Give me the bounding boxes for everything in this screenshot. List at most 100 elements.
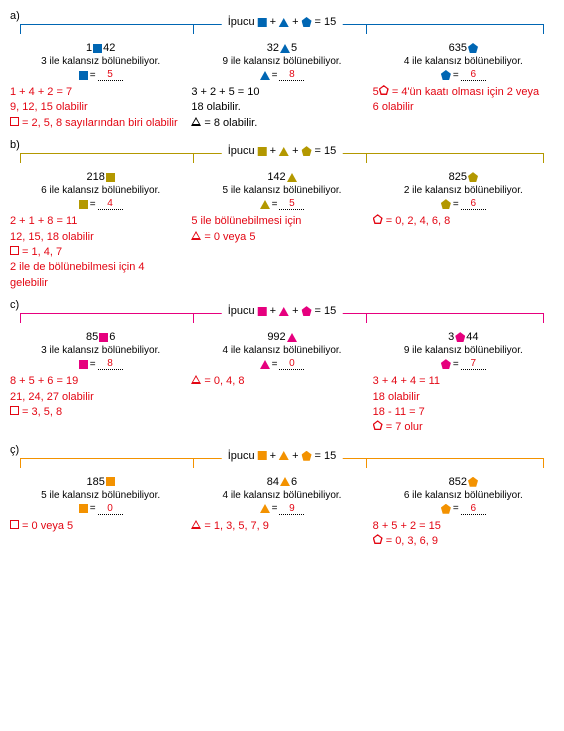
work-line: 18 - 11 = 7 [373, 405, 546, 420]
triangle-icon [279, 307, 289, 316]
square-icon [93, 44, 102, 53]
hint-eq: = 15 [315, 450, 337, 462]
columns-d: 185 5 ile kalansız bölünebiliyor. =0 846… [10, 476, 554, 515]
num-part: 1 [86, 42, 92, 54]
num-part: 6 [109, 331, 115, 343]
columns-c: 856 3 ile kalansız bölünebiliyor. =8 992… [10, 331, 554, 370]
pentagon-icon [468, 172, 478, 182]
pentagon-icon [455, 332, 465, 342]
num-part: 85 [86, 331, 98, 343]
work-d: = 0 veya 5 = 1, 3, 5, 7, 9 8 + 5 + 2 = 1… [10, 515, 554, 550]
rule-text: 4 ile kalansız bölünebiliyor. [377, 56, 550, 67]
answer: 6 [461, 503, 486, 515]
num-part: 84 [267, 476, 279, 488]
num-part: 185 [86, 476, 104, 488]
work-c-3: 3 + 4 + 4 = 11 18 olabilir 18 - 11 = 7 =… [373, 374, 554, 436]
section-b: b) İpucu + + = 15 218 6 ile kalansız böl… [10, 139, 554, 291]
square-icon [79, 200, 88, 209]
rule-text: 6 ile kalansız bölünebiliyor. [377, 490, 550, 501]
work-line: 8 + 5 + 6 = 19 [10, 374, 183, 389]
col-a-1: 142 3 ile kalansız bölünebiliyor. =5 [10, 42, 191, 81]
work-c-1: 8 + 5 + 6 = 19 21, 24, 27 olabilir = 3, … [10, 374, 191, 436]
answer: 9 [279, 503, 304, 515]
columns-a: 142 3 ile kalansız bölünebiliyor. =5 325… [10, 42, 554, 81]
bracket-c: İpucu + + = 15 [20, 313, 544, 323]
square-icon [79, 360, 88, 369]
worksheet: a) İpucu + + = 15 142 3 ile kalansız böl… [10, 10, 554, 549]
work-line: 1 + 4 + 2 = 7 [10, 85, 183, 100]
work-line: 3 + 4 + 4 = 11 [373, 374, 546, 389]
work-d-1: = 0 veya 5 [10, 519, 191, 550]
hint-d: İpucu + + = 15 [222, 450, 343, 462]
col-d-3: 852 6 ile kalansız bölünebiliyor. =6 [373, 476, 554, 515]
answer: 8 [98, 358, 123, 370]
triangle-outline-icon [191, 231, 201, 240]
rule-text: 9 ile kalansız bölünebiliyor. [377, 345, 550, 356]
hint-b: İpucu + + = 15 [222, 145, 343, 157]
answer: 0 [98, 503, 123, 515]
col-c-3: 344 9 ile kalansız bölünebiliyor. =7 [373, 331, 554, 370]
col-b-3: 825 2 ile kalansız bölünebiliyor. =6 [373, 171, 554, 210]
work-a-1: 1 + 4 + 2 = 7 9, 12, 15 olabilir = 2, 5,… [10, 85, 191, 131]
triangle-icon [279, 451, 289, 460]
hint-label: İpucu [228, 305, 255, 317]
answer: 5 [98, 69, 123, 81]
hint-label: İpucu [228, 16, 255, 28]
square-icon [258, 147, 267, 156]
work-line: 21, 24, 27 olabilir [10, 390, 183, 405]
work-b-3: = 0, 2, 4, 6, 8 [373, 214, 554, 291]
answer: 8 [279, 69, 304, 81]
work-line: 8 + 5 + 2 = 15 [373, 519, 546, 534]
pentagon-outline-icon [373, 534, 383, 544]
work-a-3: 5 = 4'ün kaatı olması için 2 veya 6 olab… [373, 85, 554, 131]
pentagon-icon [302, 306, 312, 316]
col-a-2: 325 9 ile kalansız bölünebiliyor. =8 [191, 42, 372, 81]
hint-a: İpucu + + = 15 [222, 16, 343, 28]
pentagon-icon [468, 43, 478, 53]
pentagon-icon [468, 477, 478, 487]
square-icon [258, 18, 267, 27]
square-icon [79, 504, 88, 513]
hint-eq: = 15 [315, 145, 337, 157]
triangle-icon [287, 173, 297, 182]
work-line: 18 olabilir [373, 390, 546, 405]
num-part: 42 [103, 42, 115, 54]
triangle-icon [287, 333, 297, 342]
section-d: ç) İpucu + + = 15 185 5 ile kalansız böl… [10, 444, 554, 550]
triangle-icon [280, 477, 290, 486]
square-icon [106, 173, 115, 182]
answer: 5 [279, 198, 304, 210]
work-line: 2 + 1 + 8 = 11 [10, 214, 183, 229]
rule-text: 5 ile kalansız bölünebiliyor. [195, 185, 368, 196]
triangle-outline-icon [191, 117, 201, 126]
num-part: 32 [267, 42, 279, 54]
pentagon-icon [302, 451, 312, 461]
triangle-icon [260, 200, 270, 209]
pentagon-icon [441, 359, 451, 369]
square-icon [99, 333, 108, 342]
triangle-icon [280, 44, 290, 53]
triangle-outline-icon [191, 375, 201, 384]
square-outline-icon [10, 117, 19, 126]
num-part: 5 [291, 42, 297, 54]
columns-b: 218 6 ile kalansız bölünebiliyor. =4 142… [10, 171, 554, 210]
work-line: 3 + 2 + 5 = 10 [191, 85, 364, 100]
hint-label: İpucu [228, 145, 255, 157]
triangle-icon [260, 71, 270, 80]
col-c-2: 992 4 ile kalansız bölünebiliyor. =0 [191, 331, 372, 370]
col-a-3: 635 4 ile kalansız bölünebiliyor. =6 [373, 42, 554, 81]
bracket-b: İpucu + + = 15 [20, 153, 544, 163]
rule-text: 3 ile kalansız bölünebiliyor. [14, 56, 187, 67]
hint-c: İpucu + + = 15 [222, 305, 343, 317]
num-part: 3 [448, 331, 454, 343]
rule-text: 9 ile kalansız bölünebiliyor. [195, 56, 368, 67]
num-part: 142 [267, 171, 285, 183]
hint-eq: = 15 [315, 16, 337, 28]
rule-text: 4 ile kalansız bölünebiliyor. [195, 490, 368, 501]
work-b-1: 2 + 1 + 8 = 11 12, 15, 18 olabilir = 1, … [10, 214, 191, 291]
col-b-2: 142 5 ile kalansız bölünebiliyor. =5 [191, 171, 372, 210]
work-line: 18 olabilir. [191, 100, 364, 115]
rule-text: 3 ile kalansız bölünebiliyor. [14, 345, 187, 356]
bracket-d: İpucu + + = 15 [20, 458, 544, 468]
work-c: 8 + 5 + 6 = 19 21, 24, 27 olabilir = 3, … [10, 370, 554, 436]
